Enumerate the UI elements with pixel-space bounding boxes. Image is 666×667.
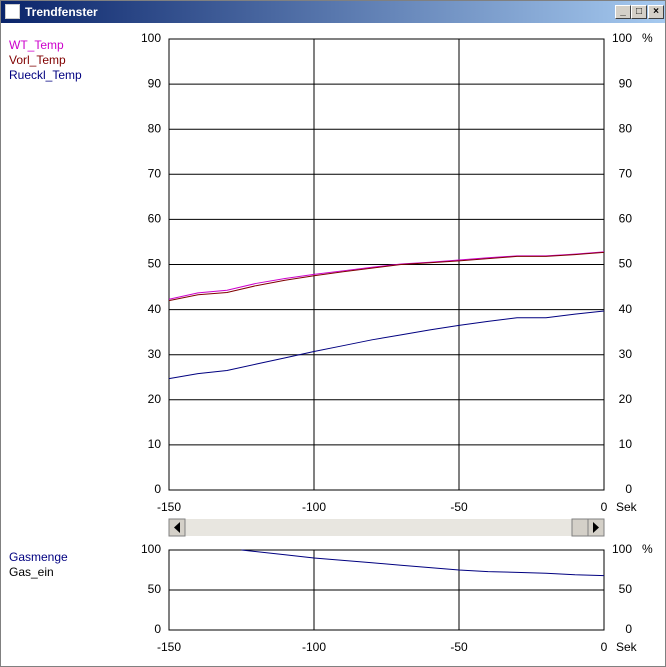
y2-tick-label: 100 (612, 31, 632, 45)
x-tick-label: -150 (157, 500, 181, 514)
scrollbar (168, 518, 605, 537)
y-tick-label: 40 (148, 302, 162, 316)
legend-entry: WT_Temp (9, 38, 64, 52)
x-tick-label: -150 (157, 640, 181, 654)
y2-tick-label: 20 (619, 392, 633, 406)
y-tick-label: 30 (148, 347, 162, 361)
x-tick-label: -100 (302, 640, 326, 654)
legend-entry: Gasmenge (9, 550, 68, 564)
close-button[interactable]: × (648, 5, 664, 19)
series-line (241, 549, 605, 577)
y2-tick-label: 80 (619, 121, 633, 135)
y-tick-label: 90 (148, 76, 162, 90)
y2-tick-label: 90 (619, 76, 633, 90)
scroll-track (169, 519, 604, 536)
y-tick-label: 60 (148, 212, 162, 226)
y-tick-label: 100 (141, 31, 161, 45)
x-tick-label: -50 (450, 640, 468, 654)
y2-tick-label: 100 (612, 542, 632, 556)
legend-entry: Rueckl_Temp (9, 68, 82, 82)
scroll-thumb[interactable] (571, 518, 589, 537)
y2-tick-label: 40 (619, 302, 633, 316)
series-line (168, 251, 605, 302)
x-tick-label: 0 (601, 640, 608, 654)
arrow (593, 522, 599, 533)
y2-tick-label: 10 (619, 437, 633, 451)
y-tick-label: 10 (148, 437, 162, 451)
x-unit: Sek (616, 640, 638, 654)
y-tick-label: 100 (141, 542, 161, 556)
y-unit: % (642, 31, 653, 45)
arrow (174, 522, 180, 533)
title-bar: Trendfenster _ □ × (1, 1, 665, 23)
series-line (168, 251, 605, 300)
y-tick-label: 0 (154, 622, 161, 636)
y-tick-label: 0 (154, 482, 161, 496)
y2-tick-label: 30 (619, 347, 633, 361)
y2-tick-label: 60 (619, 212, 633, 226)
x-unit: Sek (616, 500, 638, 514)
y-tick-label: 50 (148, 582, 162, 596)
window-icon (5, 4, 20, 19)
y2-tick-label: 70 (619, 166, 633, 180)
charts: 0 0 10 10 20 20 30 30 40 40 50 50 60 60 70 70 80 80 90 90 10… (9, 31, 653, 654)
window-title: Trendfenster (25, 5, 98, 19)
y-tick-label: 70 (148, 166, 162, 180)
y-tick-label: 50 (148, 257, 162, 271)
y2-tick-label: 50 (619, 257, 633, 271)
y2-tick-label: 50 (619, 582, 633, 596)
x-tick-label: 0 (601, 500, 608, 514)
y-tick-label: 20 (148, 392, 162, 406)
series-line (168, 310, 605, 380)
y2-tick-label: 0 (625, 482, 632, 496)
y-unit: % (642, 542, 653, 556)
y2-tick-label: 0 (625, 622, 632, 636)
minimize-button[interactable]: _ (615, 5, 631, 19)
y-tick-label: 80 (148, 121, 162, 135)
maximize-button[interactable]: □ (631, 5, 647, 19)
legend-entry: Vorl_Temp (9, 53, 66, 67)
x-tick-label: -100 (302, 500, 326, 514)
legend-entry: Gas_ein (9, 565, 54, 579)
x-tick-label: -50 (450, 500, 468, 514)
